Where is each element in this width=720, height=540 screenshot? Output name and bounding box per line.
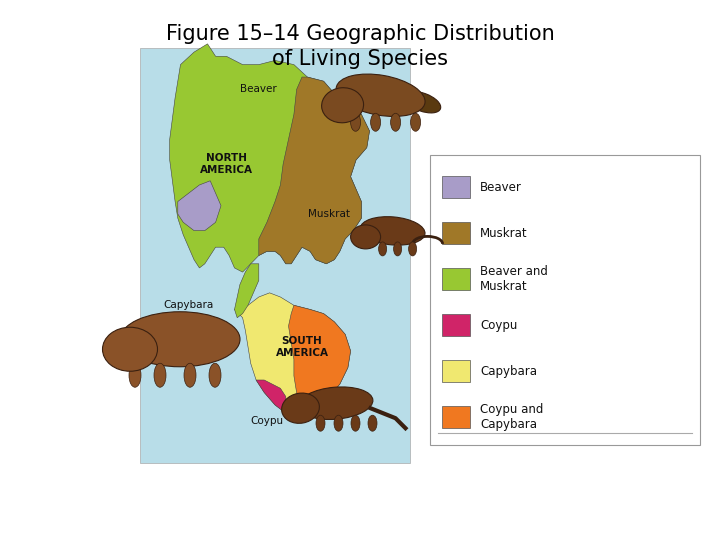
Ellipse shape xyxy=(351,415,360,431)
Text: Capybara: Capybara xyxy=(163,300,214,310)
Text: Capybara: Capybara xyxy=(480,365,537,378)
Ellipse shape xyxy=(390,113,400,131)
Bar xyxy=(442,360,470,382)
Polygon shape xyxy=(235,264,258,318)
Ellipse shape xyxy=(360,217,425,245)
Text: SOUTH
AMERICA: SOUTH AMERICA xyxy=(276,336,328,357)
Ellipse shape xyxy=(379,242,387,256)
Bar xyxy=(442,407,470,428)
Ellipse shape xyxy=(322,87,364,123)
Text: Figure 15–14 Geographic Distribution: Figure 15–14 Geographic Distribution xyxy=(166,24,554,44)
Ellipse shape xyxy=(336,74,425,117)
Ellipse shape xyxy=(351,113,361,131)
Text: of Living Species: of Living Species xyxy=(272,49,448,69)
FancyBboxPatch shape xyxy=(430,155,700,445)
Bar xyxy=(140,48,410,463)
Ellipse shape xyxy=(282,393,320,423)
Ellipse shape xyxy=(405,92,441,113)
Text: Beaver and
Muskrat: Beaver and Muskrat xyxy=(480,265,548,293)
Bar xyxy=(442,268,470,291)
Ellipse shape xyxy=(298,387,373,420)
Bar xyxy=(442,314,470,336)
Ellipse shape xyxy=(409,242,417,256)
Ellipse shape xyxy=(120,312,240,367)
Text: Beaver: Beaver xyxy=(240,84,277,94)
Bar xyxy=(442,222,470,244)
Text: Muskrat: Muskrat xyxy=(480,227,528,240)
Text: Coypu: Coypu xyxy=(251,416,284,427)
Polygon shape xyxy=(178,181,221,231)
Text: NORTH
AMERICA: NORTH AMERICA xyxy=(200,153,253,175)
Bar xyxy=(442,176,470,198)
Polygon shape xyxy=(256,380,286,413)
Text: Beaver: Beaver xyxy=(480,181,522,194)
Text: Muskrat: Muskrat xyxy=(308,209,350,219)
Ellipse shape xyxy=(184,363,196,387)
Polygon shape xyxy=(289,305,351,413)
Ellipse shape xyxy=(410,113,420,131)
Ellipse shape xyxy=(316,415,325,431)
Ellipse shape xyxy=(394,242,402,256)
Ellipse shape xyxy=(334,415,343,431)
Ellipse shape xyxy=(371,113,381,131)
Polygon shape xyxy=(258,77,369,264)
Ellipse shape xyxy=(129,363,141,387)
Ellipse shape xyxy=(102,327,158,372)
Text: Coypu and
Capybara: Coypu and Capybara xyxy=(480,403,544,431)
Text: Coypu: Coypu xyxy=(480,319,518,332)
Ellipse shape xyxy=(154,363,166,387)
Polygon shape xyxy=(235,293,351,417)
Ellipse shape xyxy=(368,415,377,431)
Ellipse shape xyxy=(351,225,381,249)
Ellipse shape xyxy=(209,363,221,387)
Polygon shape xyxy=(170,44,369,272)
